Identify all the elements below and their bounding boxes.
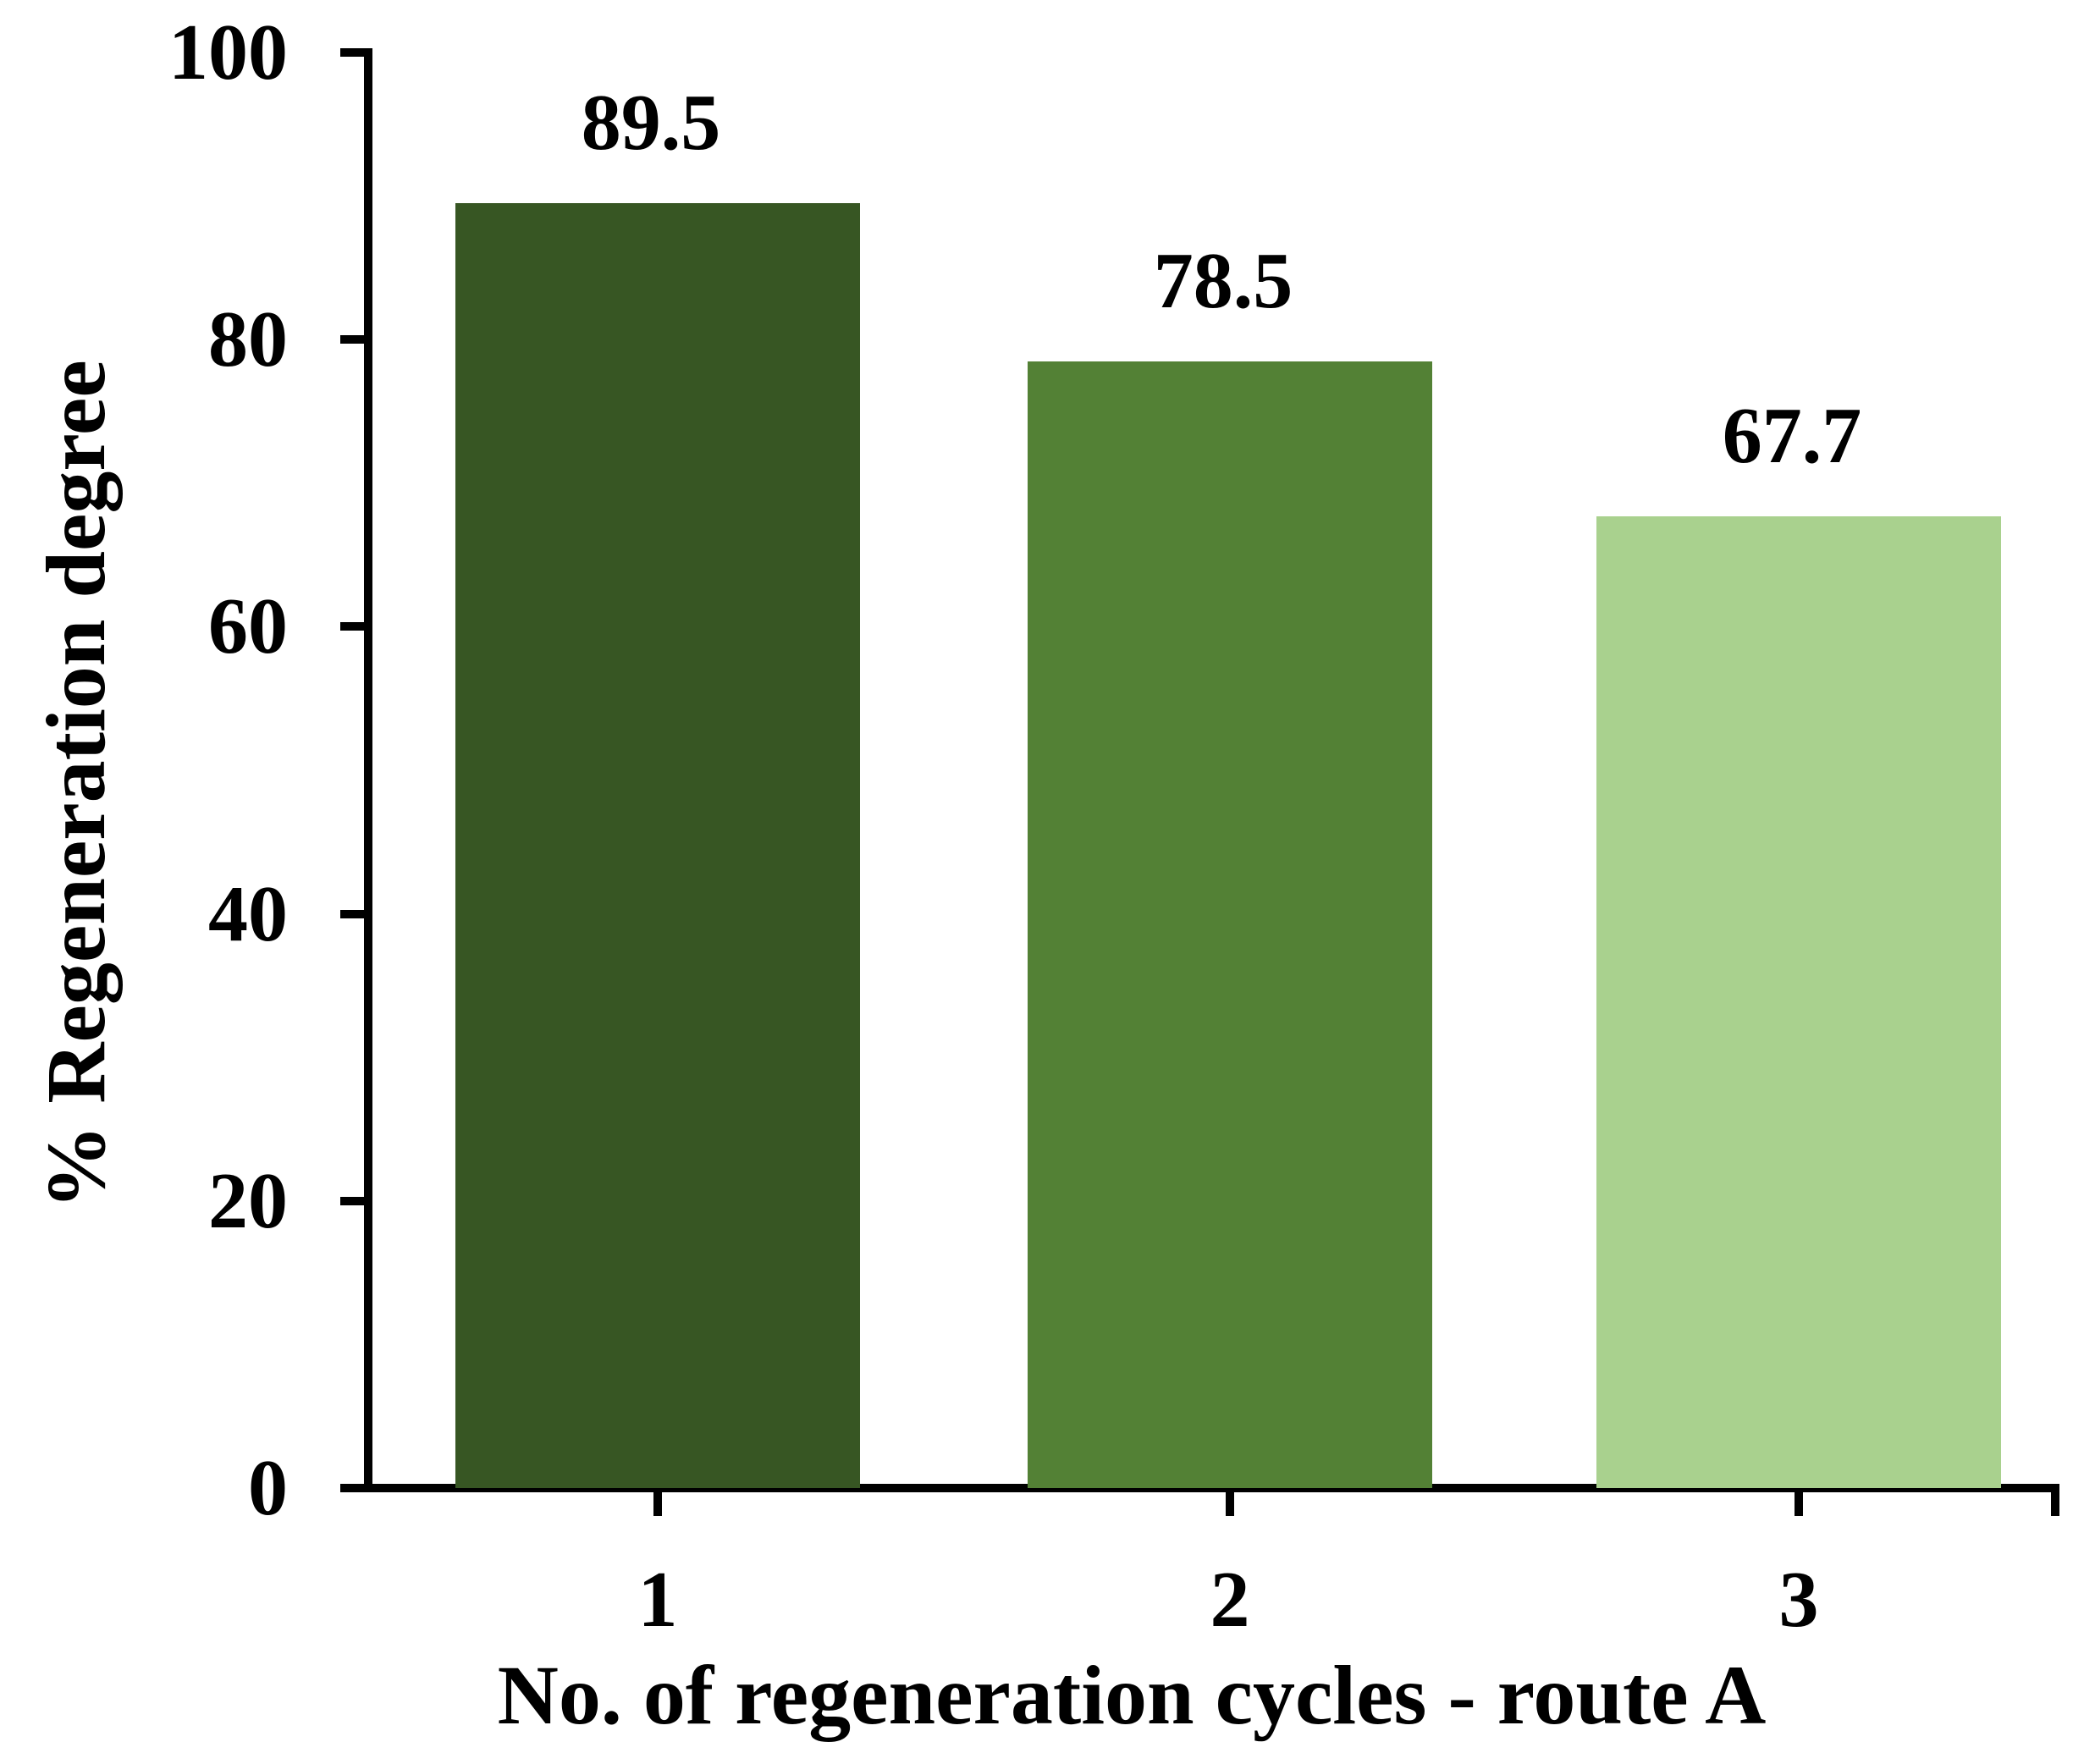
bar-value-label: 67.7 [1722,391,1862,480]
x-axis-title: No. of regeneration cycles - route A [497,1648,1767,1742]
y-axis-tick-20 [340,1196,364,1205]
y-tick-label: 100 [168,8,288,96]
y-tick-label: 0 [248,1444,288,1532]
bar-cycle-1 [455,203,860,1488]
y-tick-label: 60 [208,582,288,671]
bar-cycle-2 [1028,361,1432,1488]
bar-value-label: 89.5 [581,79,721,168]
x-axis-tick-1 [653,1492,662,1516]
y-tick-label: 40 [208,869,288,958]
x-tick-label: 1 [637,1556,678,1644]
x-tick-label: 2 [1210,1556,1250,1644]
x-tick-label: 3 [1778,1556,1819,1644]
bar-cycle-3 [1596,515,2001,1488]
y-axis-tick-80 [340,335,364,345]
y-axis-title: % Regeneration degree [29,360,123,1210]
y-axis-tick-0 [340,1484,364,1492]
x-axis-line [343,1484,2059,1492]
y-tick-label: 20 [208,1156,288,1245]
x-axis-tick-2 [1226,1492,1234,1516]
y-axis-tick-100 [340,48,364,57]
x-axis-end-tick [2051,1484,2059,1516]
bar-value-label: 78.5 [1153,236,1293,325]
y-axis-tick-40 [340,909,364,918]
x-axis-tick-3 [1795,1492,1803,1516]
y-axis-tick-60 [340,622,364,631]
y-axis-line [364,48,372,1492]
y-tick-label: 80 [208,295,288,384]
